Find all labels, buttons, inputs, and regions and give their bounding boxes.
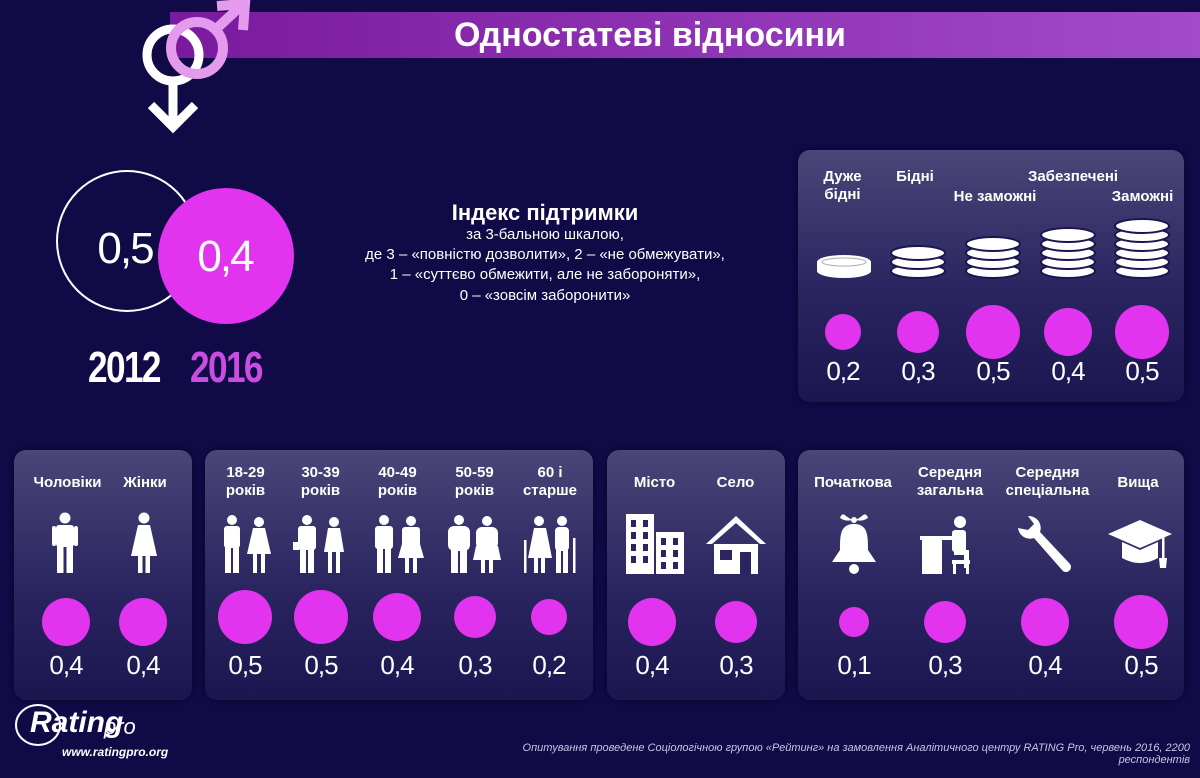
bubble-settlement-1 xyxy=(715,601,757,643)
age-panel xyxy=(205,450,593,700)
student-desk-icon xyxy=(920,516,970,574)
value-label-education-1: 0,3 xyxy=(928,650,962,680)
category-label: Дуже бідні xyxy=(823,168,862,203)
value-label-settlement-1: 0,3 xyxy=(719,650,753,680)
bubble-settlement-0 xyxy=(628,598,676,646)
category-label: Не заможні xyxy=(953,188,1037,205)
circle-2016 xyxy=(158,188,294,324)
value-label-education-3: 0,5 xyxy=(1124,650,1158,680)
category-label: Початкова xyxy=(814,474,892,491)
value-label-wealth-3: 0,4 xyxy=(1051,356,1085,386)
value-2016: 0,4 xyxy=(197,232,254,281)
index-line-3: 1 – «суттєво обмежити, але не забороняти… xyxy=(389,266,701,283)
bubble-education-3 xyxy=(1114,595,1168,649)
index-title: Індекс підтримки xyxy=(451,200,639,225)
education-panel xyxy=(798,450,1184,700)
bubble-wealth-0 xyxy=(825,314,861,350)
couple-icon xyxy=(375,515,424,573)
young-couple-icon xyxy=(224,515,271,573)
value-label-gender-1: 0,4 xyxy=(126,650,160,680)
bubble-wealth-1 xyxy=(897,311,939,353)
bubble-age-3 xyxy=(454,596,496,638)
value-2012: 0,5 xyxy=(97,224,154,273)
value-label-gender-0: 0,4 xyxy=(49,650,83,680)
category-label: Жінки xyxy=(123,474,167,491)
gender-panel xyxy=(14,450,192,700)
city-buildings-icon xyxy=(626,514,684,574)
category-label: Забезпечені xyxy=(1027,168,1119,185)
logo-url: www.ratingpro.org xyxy=(62,745,169,759)
bubble-education-1 xyxy=(924,601,966,643)
category-label: Бідні xyxy=(896,168,934,185)
bubble-gender-0 xyxy=(42,598,90,646)
page-title: Одностатеві відносини xyxy=(454,16,846,54)
category-label: Середня загальна xyxy=(916,464,984,499)
woman-icon xyxy=(131,512,157,573)
bubble-age-0 xyxy=(218,590,272,644)
man-icon xyxy=(52,512,78,573)
category-label: Вища xyxy=(1117,474,1159,491)
category-label: Місто xyxy=(633,474,676,491)
business-couple-icon xyxy=(293,515,344,573)
bubble-age-4 xyxy=(531,599,567,635)
bubble-wealth-4 xyxy=(1115,305,1169,359)
category-label: Село xyxy=(716,474,755,491)
category-label: 50-59 років xyxy=(454,464,495,499)
house-icon xyxy=(706,516,766,574)
bubble-education-0 xyxy=(839,607,869,637)
logo-suffix: pro xyxy=(104,714,136,739)
graduation-cap-icon xyxy=(1108,520,1172,568)
gender-symbol-icon xyxy=(142,0,251,134)
category-label: 30-39 років xyxy=(300,464,341,499)
category-label: Середня спеціальна xyxy=(1005,464,1090,499)
middle-aged-couple-icon xyxy=(448,515,501,573)
footnote: Опитування проведене Соціологічною групо… xyxy=(522,742,1190,766)
bubble-age-2 xyxy=(373,593,421,641)
bubble-education-2 xyxy=(1021,598,1069,646)
coins-2-icon xyxy=(890,245,946,279)
category-label: Заможні xyxy=(1111,188,1174,205)
value-label-age-4: 0,2 xyxy=(532,650,566,680)
category-label: 40-49 років xyxy=(377,464,418,499)
year-2012: 2012 xyxy=(88,343,162,392)
value-label-age-2: 0,4 xyxy=(380,650,414,680)
value-label-wealth-2: 0,5 xyxy=(976,356,1010,386)
title-bar xyxy=(170,12,1200,58)
category-label: Чоловіки xyxy=(33,474,102,491)
category-label: 60 і старше xyxy=(522,464,578,499)
value-label-age-1: 0,5 xyxy=(304,650,338,680)
value-label-age-0: 0,5 xyxy=(228,650,262,680)
coins-5-icon xyxy=(1114,218,1170,279)
value-label-wealth-4: 0,5 xyxy=(1125,356,1159,386)
wrench-icon xyxy=(1018,515,1071,572)
coins-3-icon xyxy=(965,236,1021,279)
index-line-1: за 3-бальною шкалою, xyxy=(466,226,624,243)
value-label-wealth-0: 0,2 xyxy=(826,356,860,386)
bubble-wealth-3 xyxy=(1044,308,1092,356)
value-label-education-0: 0,1 xyxy=(837,650,871,680)
value-label-settlement-0: 0,4 xyxy=(635,650,669,680)
rating-logo-icon xyxy=(15,704,61,746)
value-label-wealth-1: 0,3 xyxy=(901,356,935,386)
year-2016: 2016 xyxy=(190,343,264,392)
index-line-4: 0 – «зовсім заборонити» xyxy=(459,287,631,304)
logo-name: Rating xyxy=(30,706,124,739)
elderly-couple-icon xyxy=(524,516,576,573)
settlement-panel xyxy=(607,450,785,700)
bubble-age-1 xyxy=(294,590,348,644)
value-label-education-2: 0,4 xyxy=(1028,650,1062,680)
coins-4-icon xyxy=(1040,227,1096,279)
bell-icon xyxy=(832,514,876,574)
category-label: 18-29 років xyxy=(225,464,266,499)
index-line-2: де 3 – «повністю дозволити», 2 – «не обм… xyxy=(365,246,725,263)
bubble-gender-1 xyxy=(119,598,167,646)
value-label-age-3: 0,3 xyxy=(458,650,492,680)
coins-1-icon xyxy=(817,255,871,278)
bubble-wealth-2 xyxy=(966,305,1020,359)
